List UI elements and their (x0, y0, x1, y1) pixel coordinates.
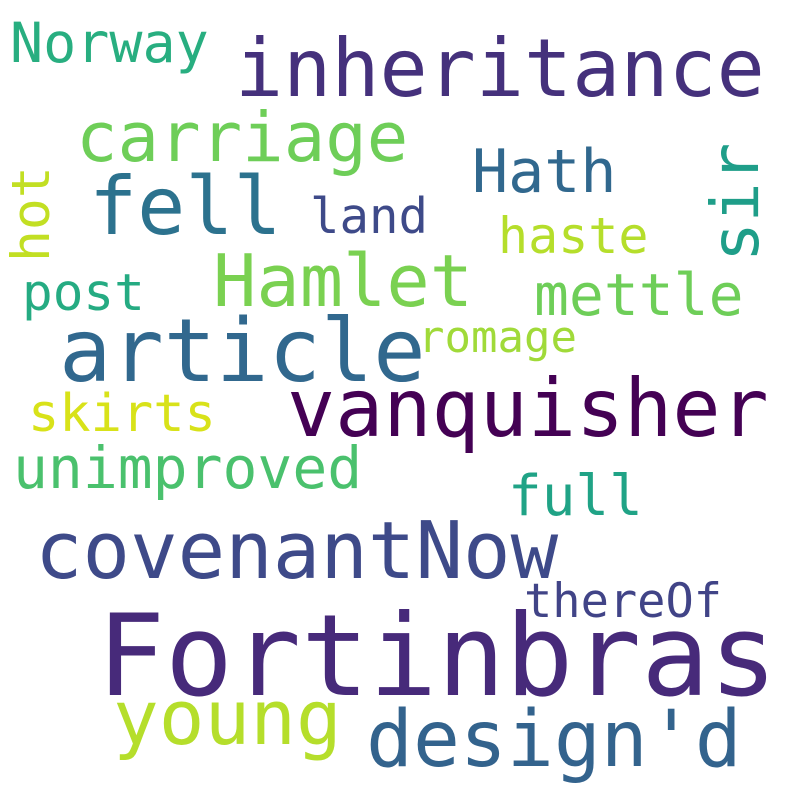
word-vanquisher: vanquisher (287, 362, 769, 455)
word-land: land (310, 188, 429, 245)
word-sir: sir (697, 142, 774, 262)
word-designd: design'd (366, 695, 742, 785)
word-unimproved: unimproved (13, 434, 363, 502)
word-thereof: thereOf (524, 574, 723, 629)
word-full: full (508, 464, 643, 529)
word-skirts: skirts (28, 384, 216, 444)
word-inheritance: inheritance (235, 22, 765, 115)
word-hamlet: Hamlet (213, 239, 474, 323)
word-fortinbras: Fortinbras (97, 590, 778, 722)
word-fell: fell (89, 160, 282, 253)
word-romage: romage (418, 312, 577, 363)
word-hath: Hath (472, 137, 617, 207)
word-norway: Norway (10, 11, 209, 75)
word-mettle: mettle (534, 261, 744, 329)
word-post: post (22, 264, 145, 323)
word-article: article (59, 300, 426, 402)
word-haste: haste (498, 207, 649, 265)
word-carriage: carriage (76, 98, 409, 178)
word-young: young (113, 673, 342, 762)
word-covenantnow: covenantNow (35, 505, 559, 597)
word-hot: hot (1, 166, 62, 262)
